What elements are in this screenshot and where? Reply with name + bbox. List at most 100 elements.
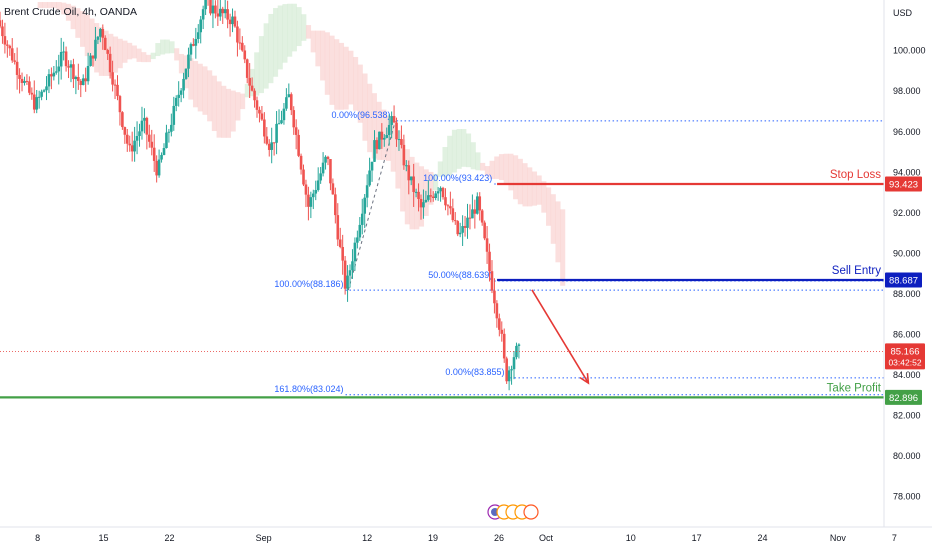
candle-body <box>184 68 188 79</box>
candle-body <box>280 120 283 124</box>
candle-body <box>498 318 501 330</box>
candle-body <box>121 112 124 128</box>
candle-body <box>25 80 29 82</box>
cloud-segment <box>555 201 561 263</box>
price-axis[interactable]: USD 100.000 98.000 96.000 94.000 92.000 90.00… <box>893 8 926 502</box>
candle-body <box>189 44 193 55</box>
cloud-segment <box>282 4 288 63</box>
cloud-segment <box>273 8 279 77</box>
fib-label: 161.80%(83.024) <box>274 384 343 394</box>
candle-body <box>351 261 354 271</box>
event-icon[interactable] <box>523 504 539 520</box>
cloud-segment <box>230 90 236 132</box>
cloud-segment <box>235 92 241 121</box>
candle-body <box>179 90 183 95</box>
price-tick-label: 96.000 <box>893 127 921 137</box>
sell-entry-label: Sell Entry <box>832 265 881 277</box>
cloud-segment <box>517 158 523 205</box>
candle-body <box>375 140 379 150</box>
candle-body <box>287 94 291 98</box>
cloud-segment <box>221 85 227 138</box>
candle-body <box>64 51 68 67</box>
candle-body <box>302 169 305 185</box>
cloud-segment <box>225 88 232 138</box>
event-icons[interactable] <box>487 504 539 520</box>
candle-body <box>358 224 362 238</box>
candle-body <box>449 206 452 209</box>
cloud-segment <box>42 2 48 9</box>
cloud-segment <box>541 181 547 213</box>
candle-body <box>431 196 435 198</box>
cloud-segment <box>188 58 194 100</box>
cloud-segment <box>494 156 500 179</box>
cloud-segment <box>244 83 250 98</box>
cloud-segment <box>503 153 509 184</box>
cloud-segment <box>395 130 401 189</box>
candle-body <box>243 50 247 60</box>
cloud-segment <box>98 27 104 76</box>
candle-body <box>334 194 337 216</box>
cloud-segment <box>390 122 396 172</box>
price-tick-label: 86.000 <box>893 329 921 339</box>
cloud-segment <box>89 18 95 66</box>
candle-body <box>221 8 225 14</box>
candle-body <box>316 180 320 191</box>
candle-body <box>265 136 269 144</box>
candle-body <box>289 94 293 111</box>
candle-body <box>18 74 21 79</box>
candle-body <box>368 170 371 186</box>
candle-body <box>414 191 418 193</box>
forecast-arrow <box>531 289 590 385</box>
candlesticks <box>0 0 521 391</box>
candle-body <box>143 117 146 121</box>
fib-label: 0.00%(96.538) <box>332 110 391 120</box>
time-tick-label: 15 <box>99 533 109 543</box>
candle-body <box>245 59 249 78</box>
candle-body <box>57 66 61 72</box>
cloud-segment <box>174 48 180 61</box>
cloud-segment <box>268 13 274 84</box>
fib-trend-line <box>347 120 396 291</box>
candle-body <box>473 209 477 214</box>
cloud-segment <box>310 30 316 53</box>
time-axis[interactable]: 8 15 22 Sep 12 19 26 Oct 10 17 24 Nov 7 <box>35 533 897 543</box>
cloud-segment <box>296 7 302 47</box>
candle-body <box>148 134 151 142</box>
cloud-segment <box>470 142 476 170</box>
candle-body <box>15 61 19 75</box>
candle-body <box>81 78 85 86</box>
time-tick-label: Sep <box>256 533 272 543</box>
candle-body <box>348 270 352 276</box>
candle-body <box>228 19 232 25</box>
candle-body <box>378 131 381 150</box>
candle-body <box>485 238 489 252</box>
candle-body <box>241 42 244 51</box>
cloud-segment <box>480 162 486 171</box>
cloud-segment <box>211 75 217 132</box>
cloud-segment <box>150 52 156 60</box>
candle-body <box>346 275 349 289</box>
time-tick-label: 7 <box>892 533 897 543</box>
cloud-segment <box>155 43 161 57</box>
candle-body <box>419 199 423 208</box>
cloud-segment <box>207 70 213 122</box>
arrow-head <box>579 373 590 385</box>
candle-body <box>0 20 2 27</box>
candle-body <box>475 196 479 214</box>
candle-body <box>321 162 325 174</box>
candle-body <box>32 94 36 110</box>
candle-body <box>517 344 521 346</box>
candle-body <box>270 142 273 150</box>
candle-body <box>304 184 308 195</box>
cloud-segment <box>550 194 556 244</box>
cloud-segment <box>202 66 208 115</box>
candle-body <box>505 358 508 382</box>
cloud-segment <box>131 45 137 59</box>
candle-body <box>86 65 90 82</box>
cloud-segment <box>343 46 349 110</box>
candle-body <box>211 5 215 14</box>
